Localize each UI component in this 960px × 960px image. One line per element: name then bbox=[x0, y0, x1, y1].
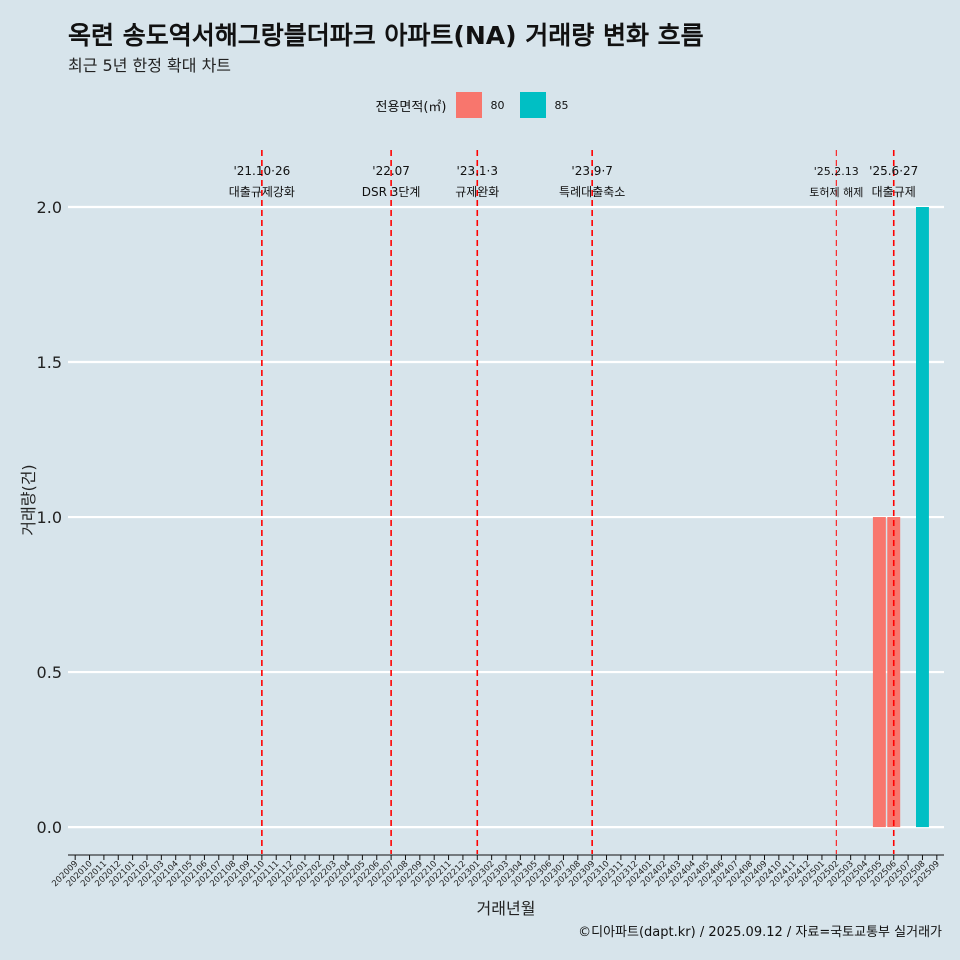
event-name-label: 대출규제강화 bbox=[229, 185, 295, 199]
event-name-label: 특례대출축소 bbox=[559, 185, 625, 199]
legend-label-80: 80 bbox=[490, 98, 505, 112]
source-caption: ©디아파트(dapt.kr) / 2025.09.12 / 자료=국토교통부 실… bbox=[578, 925, 942, 940]
x-axis-title: 거래년월 bbox=[477, 899, 536, 918]
bar-85-202508 bbox=[915, 207, 929, 828]
bar-80-202505 bbox=[872, 517, 886, 828]
y-tick-label: 0.0 bbox=[37, 818, 62, 837]
event-name-label: DSR 3단계 bbox=[362, 185, 421, 199]
chart-subtitle: 최근 5년 한정 확대 차트 bbox=[68, 56, 232, 75]
event-date-label: '23.9·7 bbox=[571, 164, 612, 178]
event-name-label: 규제완화 bbox=[455, 185, 499, 199]
y-tick-label: 0.5 bbox=[37, 663, 62, 682]
event-date-label: '23.1·3 bbox=[457, 164, 498, 178]
y-axis-title: 거래량(건) bbox=[19, 464, 38, 535]
event-date-label: '22.07 bbox=[372, 164, 410, 178]
y-tick-label: 2.0 bbox=[37, 198, 62, 217]
event-date-label: '25.6·27 bbox=[869, 164, 918, 178]
chart-title: 옥련 송도역서해그랑블더파크 아파트(NA) 거래량 변화 흐름 bbox=[68, 21, 704, 50]
y-tick-label: 1.5 bbox=[37, 353, 62, 372]
legend: 전용면적(㎡) 80 85 bbox=[0, 92, 960, 118]
legend-key-85 bbox=[520, 92, 547, 118]
legend-key-80 bbox=[456, 92, 483, 118]
y-tick-label: 1.0 bbox=[37, 508, 62, 527]
event-name-label: 대출규제 bbox=[872, 185, 916, 199]
event-date-label: '21.10·26 bbox=[233, 164, 290, 178]
legend-title: 전용면적(㎡) bbox=[375, 99, 447, 115]
legend-label-85: 85 bbox=[554, 98, 569, 112]
event-date-label: '25.2.13 bbox=[814, 165, 859, 178]
event-name-label: 토허제 해제 bbox=[809, 185, 863, 199]
